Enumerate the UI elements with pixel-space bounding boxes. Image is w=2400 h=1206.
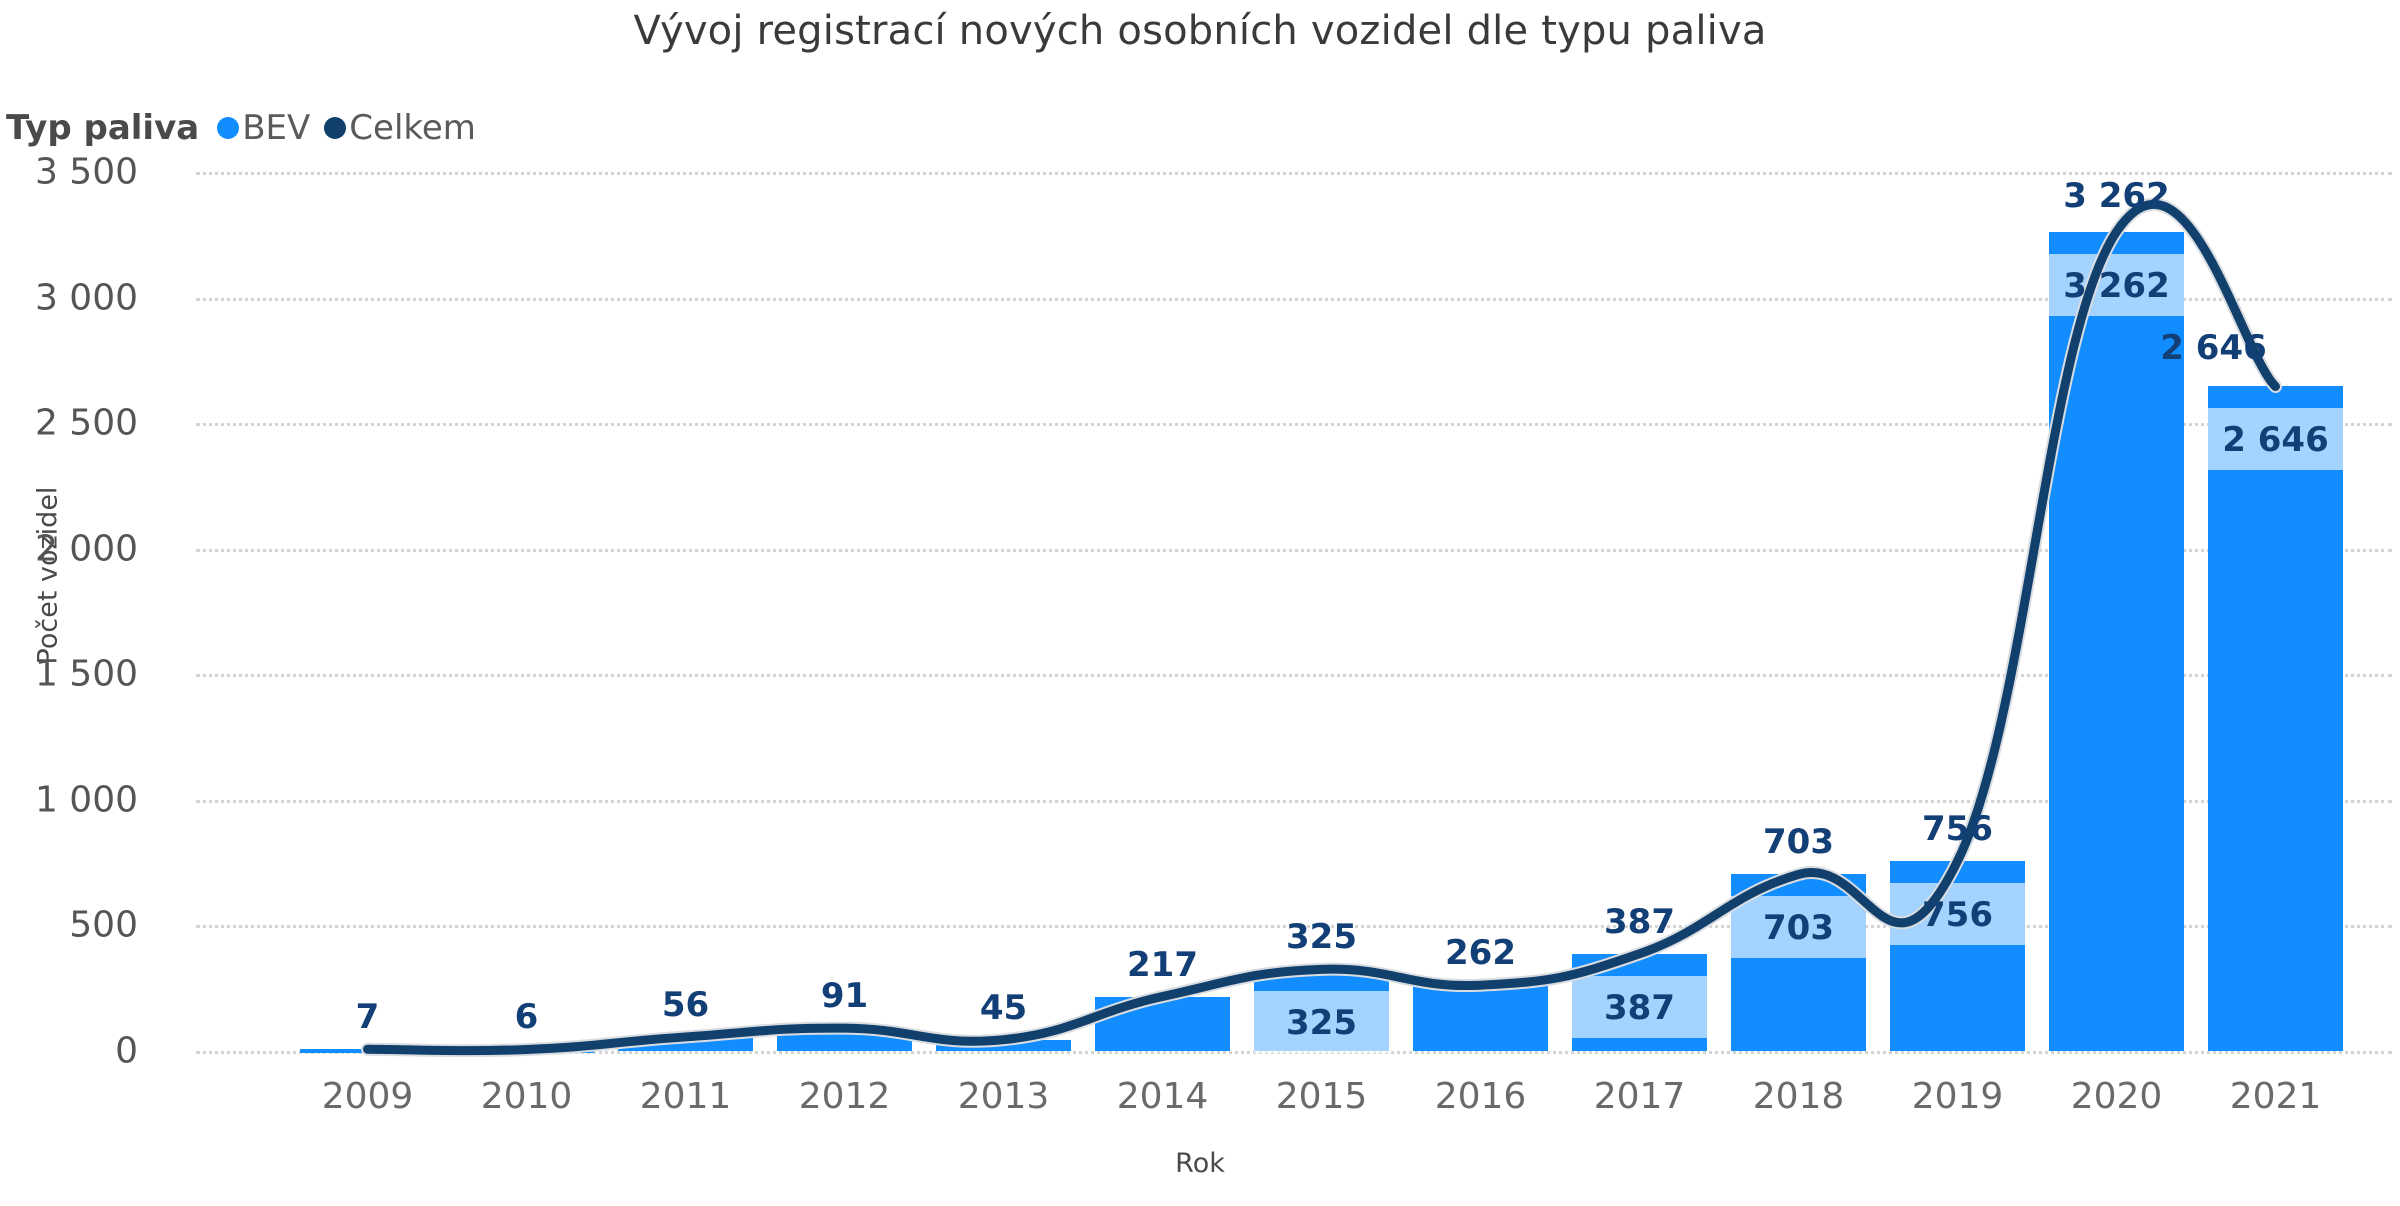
- x-axis-tick-label: 2014: [1116, 1076, 1209, 1117]
- chart-title: Vývoj registrací nových osobních vozidel…: [633, 8, 1767, 54]
- bar-label-background: [1731, 896, 1866, 959]
- bar-data-label: 703: [1763, 908, 1834, 949]
- legend-dot-icon-celkem: [324, 117, 347, 139]
- x-axis-tick-label: 2020: [2070, 1076, 2163, 1117]
- bar-label-background: [2208, 408, 2343, 471]
- line-data-label: 262: [1445, 933, 1516, 974]
- line-path[interactable]: [363, 199, 2280, 1056]
- line-data-label: 91: [820, 976, 869, 1017]
- legend-item-bev[interactable]: BEV: [217, 108, 310, 148]
- y-axis-tick-label: 1 500: [34, 653, 138, 695]
- bar-data-label: 2 646: [2222, 420, 2329, 461]
- line-data-label: 56: [661, 984, 710, 1025]
- x-axis-tick-label: 2019: [1911, 1076, 2004, 1117]
- gridline: [196, 800, 2392, 803]
- y-axis-tick-label: 3 500: [34, 151, 138, 193]
- bar[interactable]: [2208, 386, 2343, 1051]
- line-data-label: 387: [1604, 901, 1675, 942]
- x-axis-tick-label: 2010: [480, 1076, 573, 1117]
- x-axis-tick-label: 2017: [1593, 1076, 1686, 1117]
- y-axis-tick-label: 500: [69, 904, 138, 946]
- line-data-label: 6: [514, 997, 539, 1038]
- line-data-label: 45: [979, 987, 1028, 1028]
- line-data-label: 756: [1922, 809, 1993, 850]
- x-axis-tick-label: 2011: [639, 1076, 732, 1117]
- x-axis-tick-label: 2012: [798, 1076, 891, 1117]
- x-axis-tick-label: 2009: [321, 1076, 414, 1117]
- legend-label-bev: BEV: [242, 108, 311, 148]
- bar-data-label: 3 262: [2063, 265, 2170, 306]
- line-data-label: 217: [1127, 944, 1198, 985]
- x-axis-tick-label: 2013: [957, 1076, 1050, 1117]
- bar-data-label: 387: [1604, 987, 1675, 1028]
- gridline: [196, 549, 2392, 552]
- bar[interactable]: [1413, 985, 1548, 1051]
- y-axis-tick-label: 3 000: [34, 277, 138, 319]
- line-data-label: 325: [1286, 917, 1357, 958]
- x-axis-tick-label: 2021: [2229, 1076, 2322, 1117]
- line-data-label: 2 646: [2160, 328, 2267, 369]
- gridline: [196, 423, 2392, 426]
- gridline: [196, 674, 2392, 677]
- bar-label-background: [1572, 975, 1707, 1038]
- bar-label-background: [1254, 991, 1389, 1054]
- bar-data-label: 756: [1922, 895, 1993, 936]
- gridline: [196, 925, 2392, 928]
- gridline: [196, 298, 2392, 301]
- y-axis-tick-label: 1 000: [34, 779, 138, 821]
- legend: Typ paliva BEV Celkem: [6, 108, 490, 148]
- bar-label-background: [2049, 253, 2184, 316]
- line-data-label: 3 262: [2063, 175, 2170, 216]
- x-axis-tick-label: 2016: [1434, 1076, 1527, 1117]
- y-axis-tick-label: 2 000: [34, 528, 138, 570]
- x-axis-title: Rok: [1175, 1148, 1225, 1179]
- legend-item-celkem[interactable]: Celkem: [324, 108, 476, 148]
- legend-dot-icon-bev: [217, 117, 240, 139]
- legend-label-celkem: Celkem: [349, 108, 476, 148]
- y-axis-tick-label: 2 500: [34, 402, 138, 444]
- bar-data-label: 325: [1286, 1003, 1357, 1044]
- x-axis-tick-label: 2018: [1752, 1076, 1845, 1117]
- legend-title: Typ paliva: [6, 108, 200, 148]
- x-axis-tick-label: 2015: [1275, 1076, 1368, 1117]
- line-data-label: 703: [1763, 822, 1834, 863]
- line-data-label: 7: [355, 997, 380, 1038]
- gridline: [196, 172, 2392, 175]
- y-axis-tick-label: 0: [115, 1030, 138, 1072]
